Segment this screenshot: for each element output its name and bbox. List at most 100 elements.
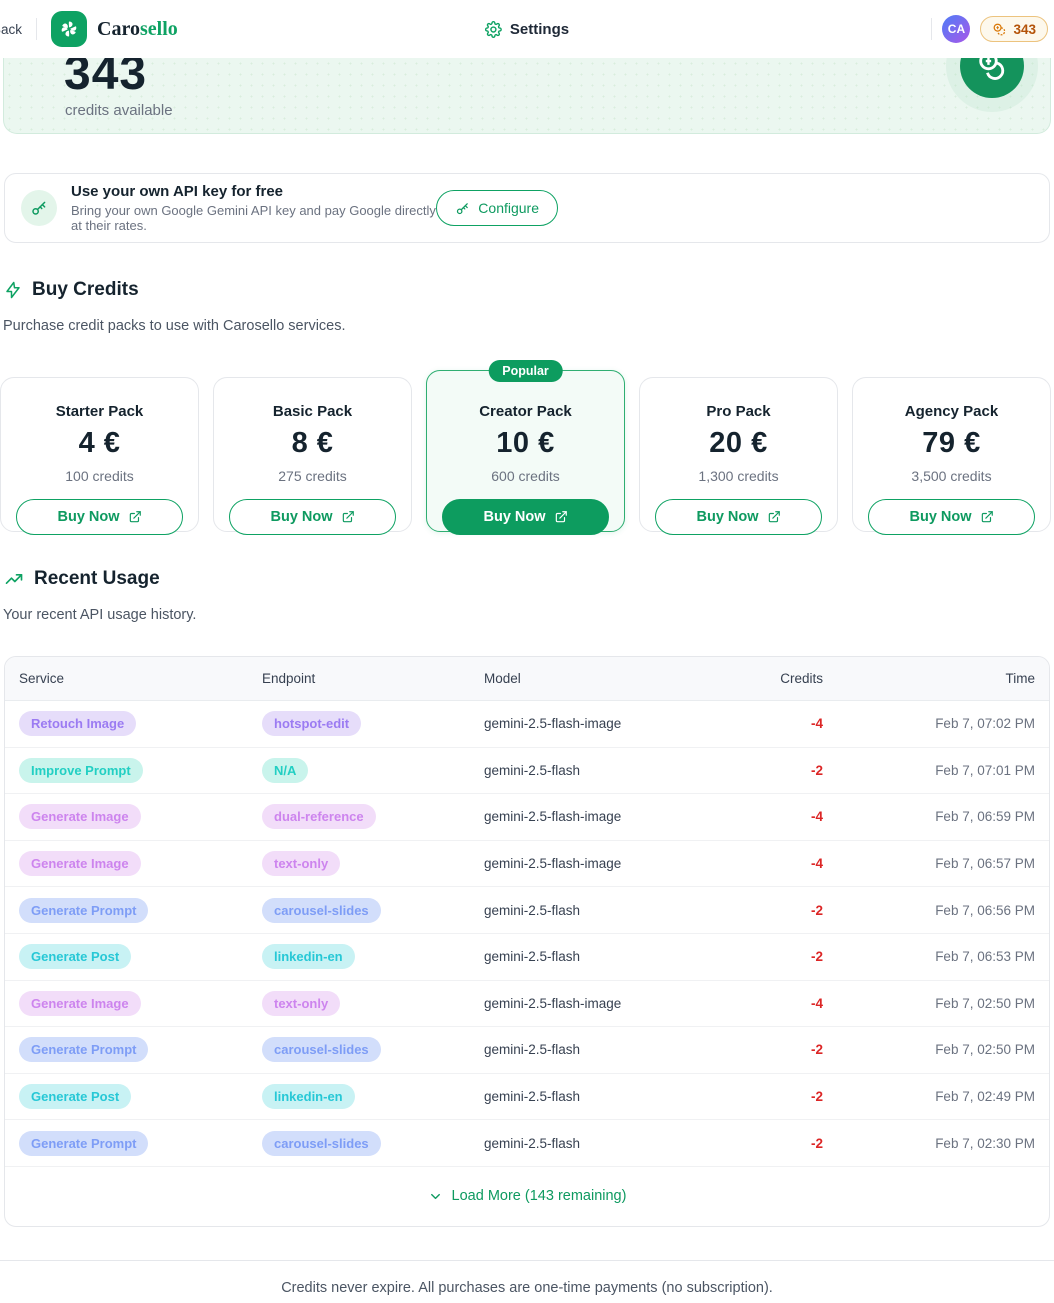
model-cell: gemini-2.5-flash-image xyxy=(484,995,622,1011)
pack-credits: 3,500 credits xyxy=(911,468,992,484)
pack-price: 79 € xyxy=(922,427,981,459)
external-link-icon xyxy=(342,511,354,523)
col-service: Service xyxy=(19,671,65,686)
endpoint-badge: linkedin-en xyxy=(262,1084,355,1110)
buy-credits-header: Buy Credits xyxy=(4,279,1054,301)
pack-name: Pro Pack xyxy=(706,403,771,420)
table-row: Generate Prompt carousel-slides gemini-2… xyxy=(5,1027,1049,1074)
pack-card-starter: Starter Pack 4 € 100 credits Buy Now xyxy=(0,377,199,535)
service-badge: Generate Prompt xyxy=(19,1130,149,1156)
pack-name: Starter Pack xyxy=(55,403,144,420)
credits-badge[interactable]: 343 xyxy=(980,16,1048,42)
buy-now-button-pro[interactable]: Buy Now xyxy=(655,499,822,535)
pack-card-agency: Agency Pack 79 € 3,500 credits Buy Now xyxy=(852,377,1051,535)
buy-credits-title: Buy Credits xyxy=(32,279,139,300)
model-cell: gemini-2.5-flash xyxy=(484,762,581,778)
time-cell: Feb 7, 02:50 PM xyxy=(935,995,1035,1011)
credits-available-count: 343 xyxy=(64,58,148,100)
coin-icon xyxy=(960,58,1024,98)
service-badge: Generate Prompt xyxy=(19,897,149,923)
col-endpoint: Endpoint xyxy=(262,671,316,686)
usage-table: Service Endpoint Model Credits Time Reto… xyxy=(4,656,1050,1227)
buy-now-button-agency[interactable]: Buy Now xyxy=(868,499,1035,535)
credits-cell: -4 xyxy=(810,809,823,825)
credits-cell: -2 xyxy=(810,1042,823,1058)
pack-name: Agency Pack xyxy=(904,403,999,420)
table-row: Improve Prompt N/A gemini-2.5-flash -2 F… xyxy=(5,748,1049,795)
back-button[interactable]: Back xyxy=(0,21,23,37)
endpoint-badge: dual-reference xyxy=(262,804,376,830)
carosello-pinwheel-icon xyxy=(51,11,88,47)
buy-now-button-basic[interactable]: Buy Now xyxy=(229,499,396,535)
external-link-icon xyxy=(129,511,141,523)
gear-icon xyxy=(484,20,502,38)
buy-credits-subtitle: Purchase credit packs to use with Carose… xyxy=(3,318,346,334)
recent-usage-title: Recent Usage xyxy=(34,568,160,589)
pack-card-pro: Pro Pack 20 € 1,300 credits Buy Now xyxy=(639,377,838,535)
model-cell: gemini-2.5-flash xyxy=(484,949,581,965)
brand-logo-home-link[interactable]: Carosello xyxy=(51,11,178,47)
trending-up-icon xyxy=(4,569,24,589)
time-cell: Feb 7, 02:49 PM xyxy=(935,1089,1035,1105)
footer: Credits never expire. All purchases are … xyxy=(0,1259,1054,1303)
credits-available-label: credits available xyxy=(65,102,173,119)
service-badge: Generate Prompt xyxy=(19,1037,149,1063)
pricing-cards-row: Starter Pack 4 € 100 credits Buy Now Bas… xyxy=(0,360,1054,535)
buy-now-button-starter[interactable]: Buy Now xyxy=(16,499,183,535)
lightning-bolt-icon xyxy=(4,281,22,299)
table-row: Retouch Image hotspot-edit gemini-2.5-fl… xyxy=(5,701,1049,748)
credits-cell: -4 xyxy=(810,716,823,732)
time-cell: Feb 7, 07:02 PM xyxy=(935,716,1035,732)
pack-price: 4 € xyxy=(78,427,121,459)
pack-card-creator-popular: Popular Creator Pack 10 € 600 credits Bu… xyxy=(426,360,625,535)
col-model: Model xyxy=(484,671,521,686)
nav-divider xyxy=(36,18,38,40)
settings-title: Settings xyxy=(509,20,570,38)
configure-button[interactable]: Configure xyxy=(436,190,558,226)
model-cell: gemini-2.5-flash-image xyxy=(484,716,622,732)
endpoint-badge: N/A xyxy=(262,757,309,783)
credits-cell: -2 xyxy=(810,1089,823,1105)
time-cell: Feb 7, 02:50 PM xyxy=(935,1042,1035,1058)
service-badge: Generate Post xyxy=(19,1084,132,1110)
popular-badge: Popular xyxy=(488,360,563,382)
table-row: Generate Image text-only gemini-2.5-flas… xyxy=(5,981,1049,1028)
credits-cell: -4 xyxy=(810,856,823,872)
pack-credits: 100 credits xyxy=(65,468,134,484)
credits-cell: -4 xyxy=(810,995,823,1011)
endpoint-badge: carousel-slides xyxy=(262,1130,381,1156)
col-time: Time xyxy=(1005,671,1036,686)
api-key-title: Use your own API key for free xyxy=(71,183,284,200)
load-more-button[interactable]: Load More (143 remaining) xyxy=(428,1188,626,1204)
endpoint-badge: text-only xyxy=(262,990,341,1016)
service-badge: Generate Image xyxy=(19,804,141,830)
model-cell: gemini-2.5-flash xyxy=(484,902,581,918)
table-row: Generate Image text-only gemini-2.5-flas… xyxy=(5,841,1049,888)
time-cell: Feb 7, 07:01 PM xyxy=(935,762,1035,778)
model-cell: gemini-2.5-flash-image xyxy=(484,856,622,872)
table-row: Generate Prompt carousel-slides gemini-2… xyxy=(5,887,1049,934)
recent-usage-header: Recent Usage xyxy=(4,568,1054,590)
usage-table-header: Service Endpoint Model Credits Time xyxy=(5,657,1049,701)
endpoint-badge: carousel-slides xyxy=(262,1037,381,1063)
top-navbar: Back Carosello Settings xyxy=(0,0,1054,58)
recent-usage-subtitle: Your recent API usage history. xyxy=(3,607,197,623)
buy-now-button-creator[interactable]: Buy Now xyxy=(442,499,609,535)
model-cell: gemini-2.5-flash xyxy=(484,1089,581,1105)
service-badge: Retouch Image xyxy=(19,711,137,737)
service-badge: Generate Post xyxy=(19,944,132,970)
chevron-down-icon xyxy=(430,1193,440,1199)
credits-cell: -2 xyxy=(810,902,823,918)
endpoint-badge: carousel-slides xyxy=(262,897,381,923)
time-cell: Feb 7, 06:59 PM xyxy=(935,809,1035,825)
external-link-icon xyxy=(555,511,567,523)
credits-banner: 343 credits available xyxy=(3,58,1051,134)
nav-divider-right xyxy=(931,18,933,40)
pack-price: 20 € xyxy=(709,427,768,459)
pack-credits: 1,300 credits xyxy=(698,468,779,484)
pack-credits: 275 credits xyxy=(278,468,347,484)
table-row: Generate Image dual-reference gemini-2.5… xyxy=(5,794,1049,841)
user-avatar[interactable]: CA xyxy=(942,15,971,43)
table-row: Generate Post linkedin-en gemini-2.5-fla… xyxy=(5,934,1049,981)
time-cell: Feb 7, 06:53 PM xyxy=(935,949,1035,965)
